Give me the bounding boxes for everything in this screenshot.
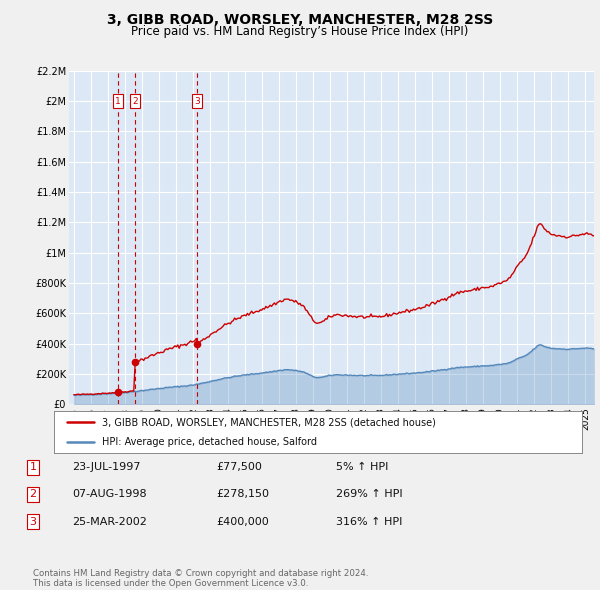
Text: 316% ↑ HPI: 316% ↑ HPI: [336, 517, 403, 526]
Text: Contains HM Land Registry data © Crown copyright and database right 2024.
This d: Contains HM Land Registry data © Crown c…: [33, 569, 368, 588]
Text: 2: 2: [133, 97, 138, 106]
Text: 5% ↑ HPI: 5% ↑ HPI: [336, 463, 388, 472]
Text: 2: 2: [29, 490, 37, 499]
Text: 3, GIBB ROAD, WORSLEY, MANCHESTER, M28 2SS (detached house): 3, GIBB ROAD, WORSLEY, MANCHESTER, M28 2…: [101, 417, 436, 427]
Text: £400,000: £400,000: [216, 517, 269, 526]
Text: HPI: Average price, detached house, Salford: HPI: Average price, detached house, Salf…: [101, 437, 317, 447]
Text: 07-AUG-1998: 07-AUG-1998: [72, 490, 146, 499]
Text: 269% ↑ HPI: 269% ↑ HPI: [336, 490, 403, 499]
Text: 3: 3: [29, 517, 37, 526]
Text: 1: 1: [115, 97, 121, 106]
Text: £77,500: £77,500: [216, 463, 262, 472]
Text: 3, GIBB ROAD, WORSLEY, MANCHESTER, M28 2SS: 3, GIBB ROAD, WORSLEY, MANCHESTER, M28 2…: [107, 13, 493, 27]
Text: 23-JUL-1997: 23-JUL-1997: [72, 463, 140, 472]
Text: 25-MAR-2002: 25-MAR-2002: [72, 517, 147, 526]
Text: £278,150: £278,150: [216, 490, 269, 499]
Text: 1: 1: [29, 463, 37, 472]
Text: 3: 3: [194, 97, 200, 106]
Text: Price paid vs. HM Land Registry’s House Price Index (HPI): Price paid vs. HM Land Registry’s House …: [131, 25, 469, 38]
